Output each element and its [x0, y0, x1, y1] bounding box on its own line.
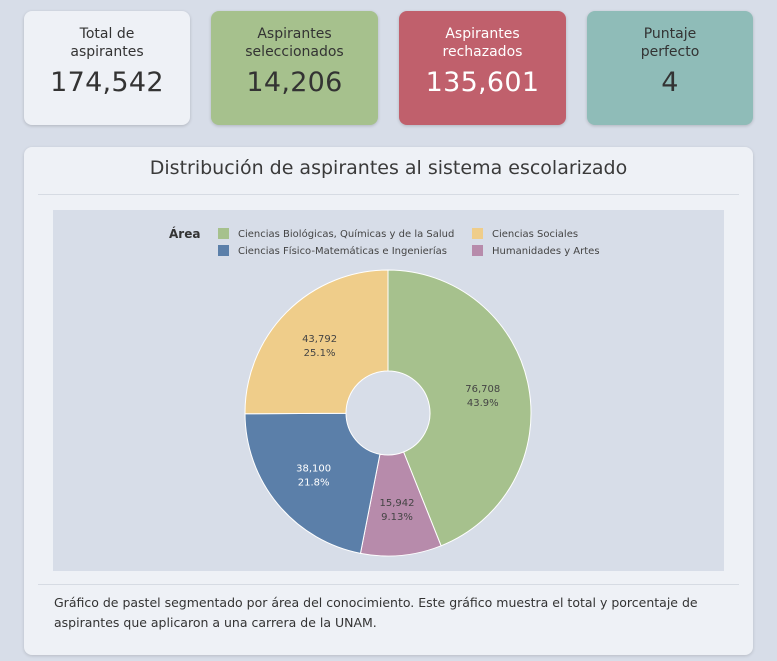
pie-slice[interactable]	[244, 269, 389, 415]
stat-label: Puntaje perfecto	[640, 26, 700, 60]
legend-label: Humanidades y Artes	[492, 246, 600, 257]
legend-item-ciencias-fisico-matematicas[interactable]: Ciencias Físico-Matemáticas e Ingeniería…	[218, 245, 447, 257]
slice-value-label: 38,100	[296, 464, 331, 475]
stat-value: 14,206	[246, 67, 343, 98]
donut-chart: 76,708 43.9% 15,942 9.13% 38,100 21.8% 43,792 2…	[244, 269, 532, 557]
legend-label: Ciencias Físico-Matemáticas e Ingeniería…	[238, 246, 447, 257]
pie-slice[interactable]	[244, 412, 381, 554]
pie-slice[interactable]	[387, 269, 532, 547]
stat-card-total: Total de aspirantes 174,542	[24, 11, 190, 125]
slice-value-label: 43,792	[302, 334, 337, 345]
chart-panel: Distribución de aspirantes al sistema es…	[24, 147, 753, 655]
chart-area: Área Ciencias Biológicas, Químicas y de …	[53, 210, 724, 571]
stat-value: 174,542	[50, 67, 164, 98]
legend-swatch	[218, 228, 229, 239]
stat-value: 4	[661, 67, 679, 98]
slice-value-label: 76,708	[465, 384, 500, 395]
divider	[38, 584, 739, 585]
stat-label: Total de aspirantes	[70, 26, 144, 60]
legend-title: Área	[169, 227, 201, 241]
legend-item-ciencias-biologicas[interactable]: Ciencias Biológicas, Químicas y de la Sa…	[218, 228, 454, 240]
slice-percent-label: 43.9%	[467, 398, 499, 409]
stat-card-perfect-score: Puntaje perfecto 4	[587, 11, 753, 125]
stat-card-rejected: Aspirantes rechazados 135,601	[399, 11, 566, 125]
legend-label: Ciencias Biológicas, Químicas y de la Sa…	[238, 229, 455, 240]
legend-swatch	[472, 228, 483, 239]
legend-swatch	[472, 245, 483, 256]
legend-label: Ciencias Sociales	[492, 229, 579, 240]
stat-label: Aspirantes rechazados	[442, 26, 523, 60]
stat-value: 135,601	[425, 67, 540, 98]
legend-item-humanidades-y-artes[interactable]: Humanidades y Artes	[472, 245, 600, 257]
slice-percent-label: 25.1%	[304, 348, 336, 359]
stat-card-selected: Aspirantes seleccionados 14,206	[211, 11, 378, 125]
slice-percent-label: 21.8%	[298, 478, 330, 489]
chart-caption: Gráfico de pastel segmentado por área de…	[54, 595, 698, 630]
slice-value-label: 15,942	[379, 498, 414, 509]
divider	[38, 194, 739, 195]
legend-swatch	[218, 245, 229, 256]
stat-label: Aspirantes seleccionados	[245, 26, 344, 60]
slice-percent-label: 9.13%	[381, 512, 413, 523]
legend-item-ciencias-sociales[interactable]: Ciencias Sociales	[472, 228, 578, 240]
panel-title: Distribución de aspirantes al sistema es…	[149, 157, 628, 179]
